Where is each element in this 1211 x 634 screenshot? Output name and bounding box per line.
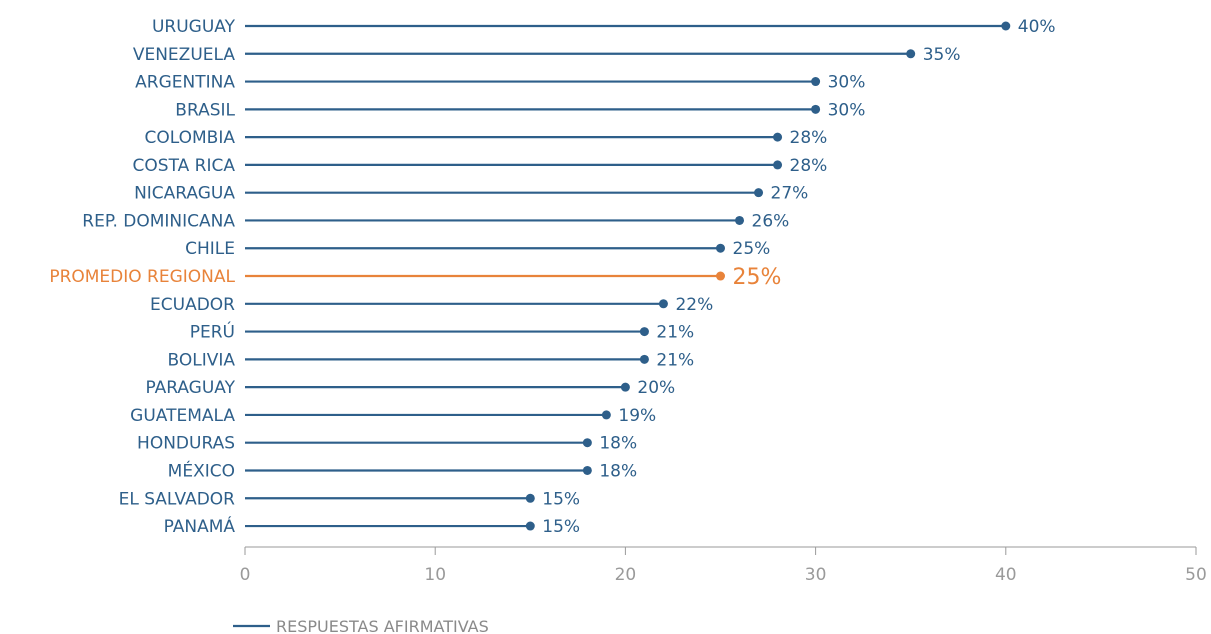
category-label: ARGENTINA — [135, 73, 235, 93]
category-label: PARAGUAY — [145, 378, 235, 398]
bar-row: BOLIVIA 21% — [167, 350, 694, 370]
value-label: 15% — [542, 489, 580, 509]
data-point — [773, 160, 783, 170]
category-label: PERÚ — [190, 321, 235, 343]
bar-row: BRASIL 30% — [175, 100, 865, 120]
x-tick-label: 50 — [1185, 565, 1207, 585]
data-point — [620, 382, 630, 392]
x-tick-label: 0 — [240, 565, 251, 585]
value-label: 18% — [599, 461, 637, 481]
data-point — [811, 77, 821, 87]
category-label: GUATEMALA — [130, 406, 235, 426]
data-point — [582, 465, 592, 475]
category-label: PANAMÁ — [164, 515, 236, 537]
category-label: CHILE — [185, 239, 235, 259]
bar-row: ECUADOR 22% — [150, 295, 713, 315]
bar-row: EL SALVADOR 15% — [119, 489, 581, 509]
value-label: 19% — [618, 406, 656, 426]
bar-row: PARAGUAY 20% — [145, 378, 675, 398]
bar-row: ARGENTINA 30% — [135, 73, 865, 93]
x-tick-label: 10 — [424, 565, 446, 585]
data-point — [601, 410, 611, 420]
category-label: NICARAGUA — [134, 184, 235, 204]
category-label: VENEZUELA — [133, 45, 236, 65]
value-label: 30% — [828, 73, 866, 93]
value-label: 21% — [656, 350, 694, 370]
value-label: 18% — [599, 434, 637, 454]
bar-row: REP. DOMINICANA 26% — [82, 211, 789, 231]
bar-row: PANAMÁ 15% — [164, 515, 581, 537]
legend-label: RESPUESTAS AFIRMATIVAS — [276, 617, 489, 634]
value-label: 28% — [790, 128, 828, 148]
bar-row: GUATEMALA 19% — [130, 406, 656, 426]
data-point — [716, 243, 725, 253]
value-label: 28% — [790, 156, 828, 176]
data-point — [1001, 21, 1011, 31]
value-label: 21% — [656, 323, 694, 343]
bar-row: PERÚ 21% — [190, 321, 694, 343]
value-label: 20% — [637, 378, 675, 398]
bar-row: MÉXICO 18% — [168, 459, 637, 481]
data-point — [639, 354, 649, 364]
value-label: 35% — [923, 45, 961, 65]
data-point — [525, 521, 535, 531]
data-point — [658, 299, 668, 309]
legend: RESPUESTAS AFIRMATIVAS — [233, 617, 489, 634]
data-point — [754, 188, 764, 198]
category-label: BOLIVIA — [167, 350, 235, 370]
data-point — [716, 271, 725, 281]
value-label: 30% — [828, 100, 866, 120]
data-point — [906, 49, 916, 59]
bar-row: URUGUAY 40% — [152, 17, 1056, 37]
value-label: 27% — [771, 184, 809, 204]
bars-layer: URUGUAY 40%VENEZUELA 35%ARGENTINA 30%BRASIL… — [49, 17, 1055, 537]
value-label: 40% — [1018, 17, 1056, 37]
category-label: MÉXICO — [168, 459, 235, 481]
x-tick-label: 30 — [805, 565, 827, 585]
category-label: PROMEDIO REGIONAL — [49, 267, 235, 287]
data-point — [525, 493, 535, 503]
category-label: REP. DOMINICANA — [82, 211, 235, 231]
data-point — [773, 132, 783, 142]
category-label: ECUADOR — [150, 295, 235, 315]
data-point — [639, 327, 649, 337]
bar-row: VENEZUELA 35% — [133, 45, 961, 65]
bar-row: HONDURAS 18% — [137, 434, 637, 454]
category-label: EL SALVADOR — [119, 489, 236, 509]
value-label: 15% — [542, 517, 580, 537]
category-label: HONDURAS — [137, 434, 235, 454]
x-tick-label: 20 — [615, 565, 637, 585]
category-label: COSTA RICA — [133, 156, 236, 176]
bar-row: COSTA RICA 28% — [133, 156, 828, 176]
bar-row: PROMEDIO REGIONAL 25% — [49, 265, 781, 290]
x-axis: 0 10 20 30 40 50 — [240, 546, 1207, 585]
value-label: 22% — [675, 295, 713, 315]
bar-row: NICARAGUA 27% — [134, 184, 808, 204]
category-label: URUGUAY — [152, 17, 236, 37]
value-label: 26% — [752, 211, 790, 231]
data-point — [811, 104, 821, 114]
data-point — [582, 438, 592, 448]
bar-row: COLOMBIA 28% — [145, 128, 828, 148]
data-point — [735, 215, 745, 225]
x-tick-label: 40 — [995, 565, 1017, 585]
category-label: COLOMBIA — [145, 128, 236, 148]
value-label: 25% — [733, 265, 782, 290]
bar-row: CHILE 25% — [185, 239, 770, 259]
category-label: BRASIL — [175, 100, 235, 120]
value-label: 25% — [733, 239, 771, 259]
